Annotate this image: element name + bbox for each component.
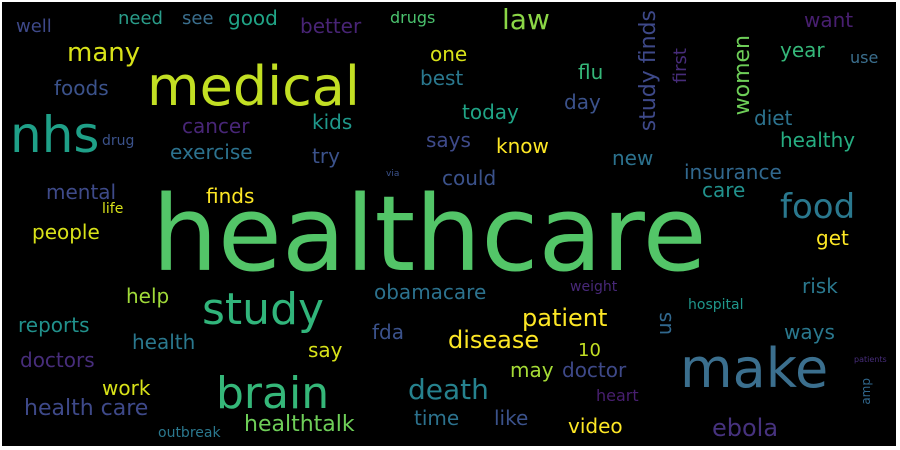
word-food: food (780, 187, 856, 227)
word-know: know (496, 134, 549, 158)
word-health: health (132, 330, 196, 354)
word-study: study (202, 284, 325, 335)
word-care: care (702, 178, 746, 202)
word-people: people (32, 220, 100, 244)
word-medical: medical (147, 55, 360, 118)
word-see: see (182, 8, 214, 29)
word-kids: kids (312, 110, 353, 134)
word-say: say (308, 338, 343, 362)
word-like: like (494, 406, 529, 430)
word-many: many (67, 38, 141, 68)
word-foods: foods (54, 76, 109, 100)
word-healthy: healthy (780, 128, 856, 152)
word-try: try (312, 144, 340, 168)
word-reports: reports (18, 313, 90, 337)
word-good: good (228, 6, 278, 30)
word-get: get (816, 226, 849, 250)
word-life: life (102, 201, 124, 217)
word-fda: fda (372, 320, 404, 344)
word-use: use (850, 48, 879, 67)
word-well: well (16, 16, 52, 37)
word-diet: diet (754, 106, 793, 130)
word-video: video (568, 414, 623, 438)
word-year: year (780, 38, 825, 62)
word-mental: mental (46, 180, 117, 204)
word-law: law (502, 3, 550, 36)
word-us: us (652, 312, 676, 336)
word-make: make (680, 337, 829, 400)
word-drugs: drugs (390, 8, 436, 27)
word-first: first (670, 48, 691, 84)
word-weight: weight (570, 279, 618, 295)
word-risk: risk (802, 274, 838, 298)
word-doctor: doctor (562, 358, 627, 382)
word-may: may (510, 358, 554, 382)
word-nhs: nhs (10, 106, 100, 164)
word-ways: ways (784, 320, 835, 344)
word-amp: amp (859, 378, 873, 405)
word-disease: disease (448, 326, 540, 354)
word-patient: patient (522, 304, 608, 332)
word-best: best (420, 66, 464, 90)
word-new: new (612, 146, 654, 170)
word-women: women (730, 35, 755, 116)
word-via: via (386, 169, 400, 179)
word-better: better (300, 14, 362, 38)
word-drug: drug (102, 133, 135, 149)
word-finds: finds (206, 184, 255, 208)
word-outbreak: outbreak (158, 425, 221, 441)
word-heart: heart (596, 386, 639, 405)
word-work: work (102, 376, 151, 400)
word-brain: brain (216, 368, 330, 419)
word-healthcare: healthcare (152, 173, 707, 295)
word-help: help (126, 284, 170, 308)
word-ebola: ebola (712, 414, 779, 442)
word-time: time (414, 406, 460, 430)
word-death: death (408, 373, 489, 406)
word-healthtalk: healthtalk (244, 412, 355, 437)
word-day: day (564, 90, 601, 114)
word-cancer: cancer (182, 114, 250, 138)
word-obamacare: obamacare (374, 280, 487, 304)
word-one: one (430, 42, 468, 66)
word-flu: flu (578, 60, 604, 84)
word-want: want (804, 8, 854, 32)
word-hospital: hospital (688, 297, 744, 313)
word-exercise: exercise (170, 140, 253, 164)
word-today: today (462, 100, 519, 124)
word-need: need (118, 8, 163, 29)
word-study-finds: study finds (636, 10, 661, 132)
word-insurance: insurance (684, 160, 782, 184)
word-doctors: doctors (20, 348, 95, 372)
word-patients: patients (854, 355, 887, 364)
word-10: 10 (578, 340, 601, 361)
word-says: says (426, 128, 471, 152)
word-could: could (442, 166, 497, 190)
word-health-care: health care (24, 396, 149, 421)
